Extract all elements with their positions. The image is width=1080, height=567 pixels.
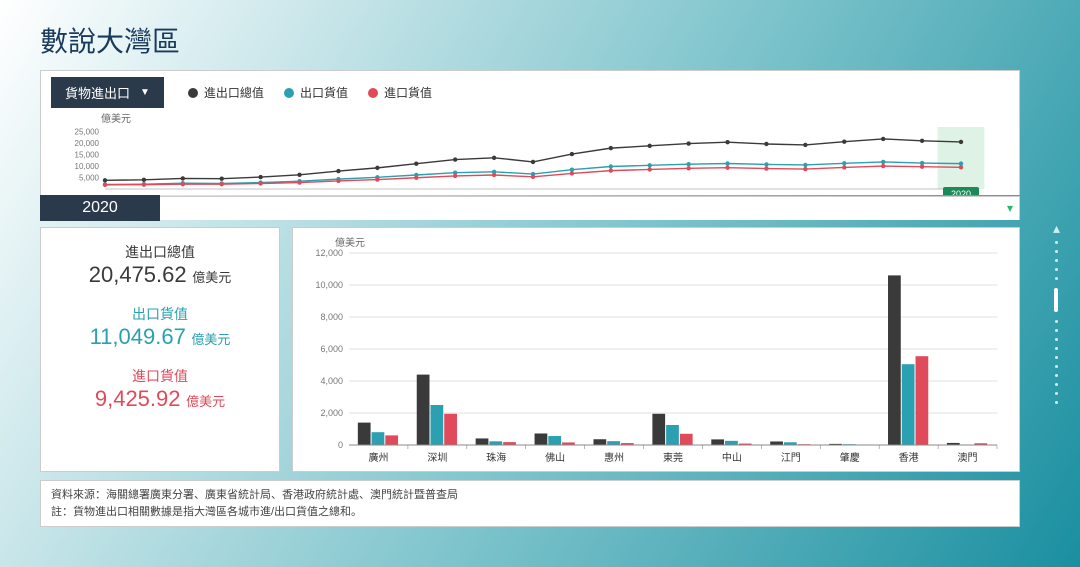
svg-text:肇慶: 肇慶 [840,451,860,464]
svg-text:20,000: 20,000 [75,139,100,148]
svg-text:江門: 江門 [781,452,801,464]
overview-y-unit: 億美元 [101,110,1009,125]
bar-chart-svg[interactable]: 0 2,000 4,000 6,000 8,000 10,000 12,000 廣州 深圳 珠海 佛… [305,249,1005,467]
legend-label: 進口貨值 [384,84,432,101]
svg-text:珠海: 珠海 [486,451,506,464]
stat-label: 出口貨值 [51,304,269,324]
year-tab-row: 2020 ▾ [40,195,1020,221]
stat-block: 進出口總值20,475.62 億美元 [51,242,269,288]
legend-item[interactable]: 進出口總值 [188,84,264,101]
legend-dot-icon [284,88,294,98]
svg-text:0: 0 [338,440,343,450]
svg-text:25,000: 25,000 [75,128,100,137]
legend-dot-icon [368,88,378,98]
svg-text:15,000: 15,000 [75,151,100,160]
legend-label: 進出口總值 [204,84,264,101]
stat-unit: 億美元 [189,270,232,285]
stat-value: 20,475.62 [89,262,187,287]
scroll-indicator: ▴ [1053,220,1060,406]
metric-dropdown[interactable]: 貨物進出口 ▼ [51,77,164,108]
stat-block: 出口貨值11,049.67 億美元 [51,304,269,350]
legend: 進出口總值 出口貨值 進口貨值 [188,84,432,101]
svg-text:5,000: 5,000 [79,174,100,183]
footer: 資料來源：海關總署廣東分署、廣東省統計局、香港政府統計處、澳門統計暨普查局 註：… [40,480,1020,527]
svg-text:12,000: 12,000 [315,249,343,258]
svg-text:惠州: 惠州 [604,451,624,464]
svg-text:10,000: 10,000 [75,162,100,171]
footer-note: 註：貨物進出口相關數據是指大灣區各城市進/出口貨值之總和。 [51,504,1009,521]
stat-unit: 億美元 [188,332,231,347]
svg-text:10,000: 10,000 [315,280,343,290]
svg-text:4,000: 4,000 [320,376,343,386]
chevron-down-icon: ▼ [140,87,150,98]
svg-text:香港: 香港 [899,452,919,464]
stats-panel: 進出口總值20,475.62 億美元出口貨值11,049.67 億美元進口貨值9… [40,227,280,472]
overview-chart: 億美元 5,000 10,000 15,000 20,000 25,000 2020 [40,108,1020,195]
stat-label: 進口貨值 [51,366,269,386]
legend-item[interactable]: 進口貨值 [368,84,432,101]
stat-label: 進出口總值 [51,242,269,262]
stat-value: 11,049.67 [90,324,186,349]
metric-dropdown-label: 貨物進出口 [65,83,130,102]
page-title: 數說大灣區 [40,20,1020,60]
svg-text:6,000: 6,000 [320,344,343,354]
arrow-up-icon: ▴ [1053,220,1060,237]
stat-block: 進口貨值9,425.92 億美元 [51,366,269,412]
stat-value: 9,425.92 [95,386,181,411]
overview-svg[interactable]: 5,000 10,000 15,000 20,000 25,000 2020 [51,125,991,195]
svg-text:2,000: 2,000 [320,408,343,418]
svg-text:佛山: 佛山 [545,451,565,464]
svg-text:深圳: 深圳 [427,452,447,464]
svg-text:廣州: 廣州 [368,451,388,464]
legend-dot-icon [188,88,198,98]
svg-text:8,000: 8,000 [320,312,343,322]
bar-chart-panel: 億美元 0 2,000 4,000 6,000 8,000 10,000 12,000 廣州 深… [292,227,1020,472]
svg-text:2020: 2020 [951,189,971,195]
svg-text:東莞: 東莞 [663,451,683,464]
filter-icon[interactable]: ▾ [1007,201,1013,215]
footer-source: 資料來源：海關總署廣東分署、廣東省統計局、香港政府統計處、澳門統計暨普查局 [51,487,1009,504]
svg-text:中山: 中山 [722,451,742,464]
year-tab[interactable]: 2020 [40,195,160,221]
controls-bar: 貨物進出口 ▼ 進出口總值 出口貨值 進口貨值 [40,70,1020,108]
bar-y-unit: 億美元 [335,234,1007,249]
year-tab-spacer: ▾ [160,196,1020,220]
svg-text:澳門: 澳門 [958,451,978,464]
stat-unit: 億美元 [183,394,226,409]
legend-item[interactable]: 出口貨值 [284,84,348,101]
legend-label: 出口貨值 [300,84,348,101]
